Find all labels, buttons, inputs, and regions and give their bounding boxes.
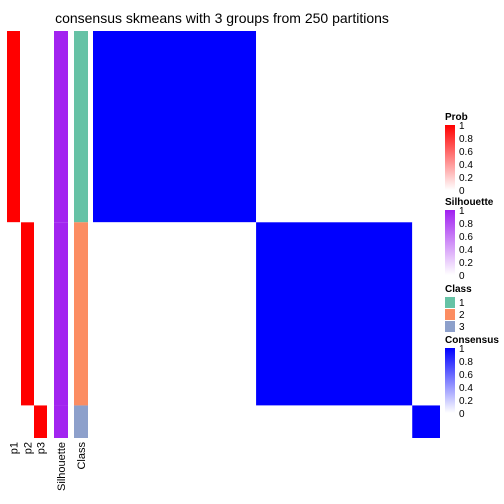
legend-tick: 0.8 — [459, 219, 473, 230]
class-cell-group-3 — [74, 405, 88, 438]
legend-colorbar-prob — [445, 125, 455, 190]
prob-cell-p2-group-1 — [21, 31, 34, 223]
consensus-matrix — [93, 31, 440, 438]
legend-title-silhouette: Silhouette — [445, 197, 494, 208]
consensus-block-1-2 — [256, 31, 413, 223]
legend-tick: 1 — [459, 121, 465, 132]
silhouette-cell-group-3 — [54, 405, 68, 438]
legend-tick: 1 — [459, 344, 465, 355]
prob-cell-p1-group-3 — [7, 405, 20, 438]
legend-tick: 0.6 — [459, 232, 473, 243]
prob-cell-p3-group-1 — [34, 31, 47, 223]
prob-cell-p3-group-2 — [34, 222, 47, 406]
legend-tick: 0 — [459, 186, 465, 197]
legends: Prob10.80.60.40.20Silhouette10.80.60.40.… — [445, 112, 499, 420]
legend-tick: 0.8 — [459, 357, 473, 368]
silhouette-cell-group-1 — [54, 31, 68, 223]
consensus-block-1-3 — [412, 31, 440, 223]
class-cell-group-1 — [74, 31, 88, 223]
legend-tick: 0 — [459, 271, 465, 282]
consensus-block-2-1 — [93, 222, 257, 406]
prob-cell-p2-group-2 — [21, 222, 34, 406]
consensus-block-1-1 — [93, 31, 257, 223]
column-label-p3: p3 — [36, 442, 48, 454]
legend-tick: 0.4 — [459, 160, 473, 171]
legend-tick: 0.2 — [459, 173, 473, 184]
legend-colorbar-silhouette — [445, 210, 455, 275]
legend-tick: 0 — [459, 409, 465, 420]
consensus-block-2-3 — [412, 222, 440, 406]
legend-swatch-class-3 — [445, 321, 455, 332]
legend-tick: 0.6 — [459, 370, 473, 381]
legend-tick: 0.4 — [459, 245, 473, 256]
legend-tick: 0.2 — [459, 258, 473, 269]
column-label-p1: p1 — [9, 442, 21, 454]
chart-title: consensus skmeans with 3 groups from 250… — [55, 10, 389, 26]
legend-tick: 0.8 — [459, 134, 473, 145]
column-label-class: Class — [76, 442, 88, 470]
legend-swatch-class-1 — [445, 297, 455, 308]
class-cell-group-2 — [74, 222, 88, 406]
prob-cell-p1-group-1 — [7, 31, 20, 223]
legend-tick: 0.4 — [459, 383, 473, 394]
legend-item-label: 1 — [459, 298, 465, 309]
silhouette-cell-group-2 — [54, 222, 68, 406]
column-label-silhouette: Silhouette — [56, 442, 68, 491]
column-labels: p1 p2 p3 Silhouette Class — [9, 442, 89, 491]
legend-colorbar-consensus — [445, 348, 455, 413]
legend-tick: 0.6 — [459, 147, 473, 158]
prob-cell-p2-group-3 — [21, 405, 34, 438]
legend-title-consensus: Consensus — [445, 335, 499, 346]
legend-title-class: Class — [445, 284, 472, 295]
legend-item-label: 3 — [459, 322, 465, 333]
consensus-block-3-1 — [93, 405, 257, 438]
consensus-block-2-2 — [256, 222, 413, 406]
prob-cell-p1-group-2 — [7, 222, 20, 406]
legend-item-label: 2 — [459, 310, 465, 321]
column-label-p2: p2 — [23, 442, 35, 454]
legend-title-prob: Prob — [445, 112, 468, 123]
legend-tick: 1 — [459, 206, 465, 217]
annotation-columns — [7, 31, 88, 438]
prob-cell-p3-group-3 — [34, 405, 47, 438]
consensus-block-3-3 — [412, 405, 440, 438]
consensus-block-3-2 — [256, 405, 413, 438]
legend-swatch-class-2 — [445, 309, 455, 320]
legend-tick: 0.2 — [459, 396, 473, 407]
